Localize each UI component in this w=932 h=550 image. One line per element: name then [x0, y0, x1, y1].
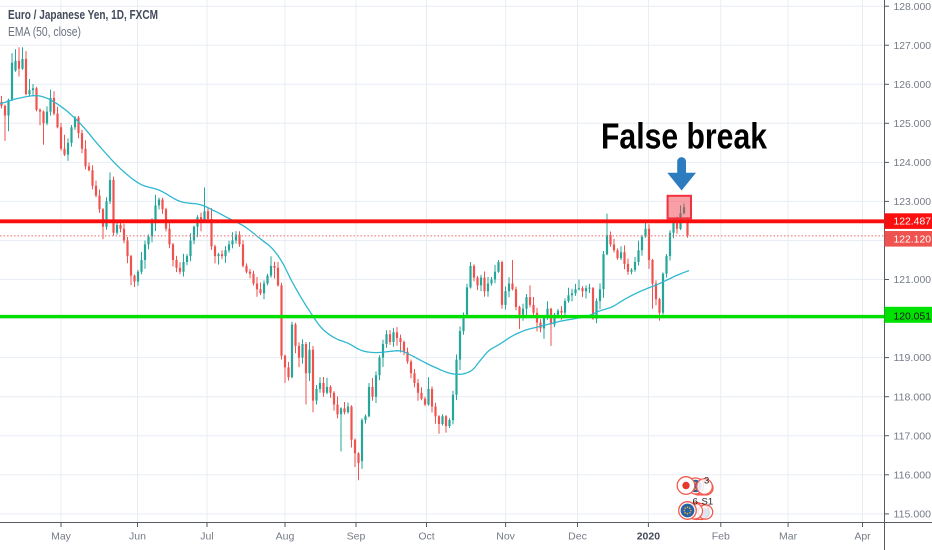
svg-text:122.120: 122.120 [894, 233, 932, 245]
svg-text:124.000: 124.000 [894, 157, 932, 169]
svg-text:6: 6 [693, 497, 698, 508]
svg-text:Mar: Mar [779, 531, 798, 543]
svg-text:Aug: Aug [276, 531, 295, 543]
svg-text:EMA (50, close): EMA (50, close) [8, 25, 81, 39]
svg-text:May: May [51, 531, 72, 543]
svg-text:False break: False break [601, 116, 768, 157]
svg-text:126.000: 126.000 [894, 79, 932, 91]
svg-text:116.000: 116.000 [894, 469, 932, 481]
svg-text:118.000: 118.000 [894, 391, 932, 403]
svg-text:Apr: Apr [854, 531, 871, 543]
svg-text:120.051: 120.051 [894, 310, 932, 322]
svg-text:Sep: Sep [347, 531, 366, 543]
svg-text:121.000: 121.000 [894, 274, 932, 286]
svg-text:Jul: Jul [200, 531, 213, 543]
svg-text:Nov: Nov [496, 531, 515, 543]
svg-text:3: 3 [704, 476, 709, 487]
svg-text:Feb: Feb [712, 531, 730, 543]
svg-text:117.000: 117.000 [894, 430, 932, 442]
svg-text:2020: 2020 [637, 531, 661, 543]
svg-text:122.487: 122.487 [894, 216, 932, 228]
svg-text:Oct: Oct [418, 531, 434, 543]
svg-text:123.000: 123.000 [894, 196, 932, 208]
svg-text:Euro / Japanese Yen, 1D, FXCM: Euro / Japanese Yen, 1D, FXCM [8, 8, 158, 22]
svg-text:128.000: 128.000 [894, 1, 932, 13]
svg-text:S1: S1 [702, 497, 714, 508]
svg-text:125.000: 125.000 [894, 118, 932, 130]
svg-text:115.000: 115.000 [894, 509, 932, 521]
svg-text:Jun: Jun [129, 531, 146, 543]
svg-text:119.000: 119.000 [894, 352, 932, 364]
svg-text:127.000: 127.000 [894, 40, 932, 52]
svg-text:Dec: Dec [568, 531, 587, 543]
